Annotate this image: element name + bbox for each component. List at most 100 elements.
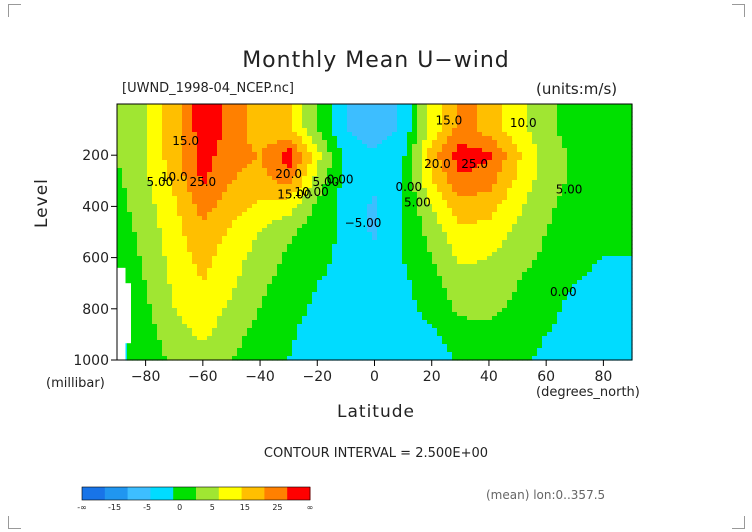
field-cell xyxy=(382,176,388,181)
field-cell xyxy=(472,236,478,241)
field-cell xyxy=(267,156,273,161)
field-cell xyxy=(622,104,628,109)
field-cell xyxy=(392,188,398,193)
field-cell xyxy=(382,204,388,209)
field-cell xyxy=(222,120,228,125)
field-cell xyxy=(257,256,263,261)
field-cell xyxy=(202,168,208,173)
field-cell xyxy=(302,168,308,173)
field-cell xyxy=(242,120,248,125)
field-cell xyxy=(552,136,558,141)
field-cell xyxy=(567,180,573,185)
field-cell xyxy=(152,168,158,173)
field-cell xyxy=(627,152,633,157)
field-cell xyxy=(522,184,528,189)
field-cell xyxy=(447,264,453,269)
field-cell xyxy=(467,248,473,253)
field-cell xyxy=(262,136,268,141)
field-cell xyxy=(302,276,308,281)
field-cell xyxy=(507,236,513,241)
field-cell xyxy=(302,232,308,237)
field-cell xyxy=(552,104,558,109)
field-cell xyxy=(262,268,268,273)
field-cell xyxy=(547,164,553,169)
field-cell xyxy=(137,120,143,125)
field-cell xyxy=(542,228,548,233)
field-cell xyxy=(557,108,563,113)
field-cell xyxy=(472,252,478,257)
field-cell xyxy=(397,284,403,289)
field-cell xyxy=(442,284,448,289)
field-cell xyxy=(617,200,623,205)
field-cell xyxy=(382,108,388,113)
field-cell xyxy=(262,108,268,113)
field-cell xyxy=(307,220,313,225)
field-cell xyxy=(142,216,148,221)
field-cell xyxy=(552,172,558,177)
field-cell xyxy=(272,176,278,181)
field-cell xyxy=(187,148,193,153)
field-cell xyxy=(217,296,223,301)
field-cell xyxy=(497,176,503,181)
field-cell xyxy=(577,252,583,257)
field-cell xyxy=(447,124,453,129)
field-cell xyxy=(397,212,403,217)
field-cell xyxy=(477,212,483,217)
field-cell xyxy=(232,240,238,245)
field-cell xyxy=(172,180,178,185)
field-cell xyxy=(452,228,458,233)
field-cell xyxy=(452,188,458,193)
field-cell xyxy=(217,284,223,289)
field-cell xyxy=(317,180,323,185)
field-cell xyxy=(157,208,163,213)
field-cell xyxy=(537,204,543,209)
field-cell xyxy=(322,240,328,245)
field-cell xyxy=(582,236,588,241)
field-cell xyxy=(327,212,333,217)
field-cell xyxy=(447,248,453,253)
field-cell xyxy=(417,180,423,185)
field-cell xyxy=(537,236,543,241)
field-cell xyxy=(497,284,503,289)
field-cell xyxy=(407,160,413,165)
field-cell xyxy=(192,296,198,301)
field-cell xyxy=(412,116,418,121)
field-cell xyxy=(317,104,323,109)
field-cell xyxy=(442,268,448,273)
field-cell xyxy=(162,232,168,237)
field-cell xyxy=(437,180,443,185)
field-cell xyxy=(547,160,553,165)
field-cell xyxy=(297,268,303,273)
field-cell xyxy=(592,132,598,137)
field-cell xyxy=(527,208,533,213)
field-cell xyxy=(382,144,388,149)
field-cell xyxy=(592,232,598,237)
field-cell xyxy=(117,204,123,209)
field-cell xyxy=(387,272,393,277)
field-cell xyxy=(582,132,588,137)
field-cell xyxy=(507,132,513,137)
field-cell xyxy=(282,232,288,237)
field-cell xyxy=(152,180,158,185)
field-cell xyxy=(617,288,623,293)
field-cell xyxy=(327,172,333,177)
field-cell xyxy=(502,120,508,125)
field-cell xyxy=(292,192,298,197)
field-cell xyxy=(307,296,313,301)
field-cell xyxy=(607,132,613,137)
field-cell xyxy=(342,188,348,193)
field-cell xyxy=(477,176,483,181)
field-cell xyxy=(392,200,398,205)
field-cell xyxy=(452,264,458,269)
field-cell xyxy=(432,240,438,245)
field-cell xyxy=(502,224,508,229)
field-cell xyxy=(357,192,363,197)
field-cell xyxy=(132,224,138,229)
field-cell xyxy=(577,140,583,145)
field-cell xyxy=(147,252,153,257)
field-cell xyxy=(492,244,498,249)
field-cell xyxy=(262,120,268,125)
field-cell xyxy=(182,160,188,165)
field-cell xyxy=(292,148,298,153)
field-cell xyxy=(582,292,588,297)
